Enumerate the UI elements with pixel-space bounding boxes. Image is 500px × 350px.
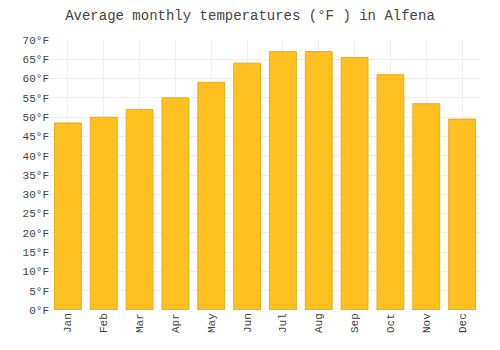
svg-text:5°F: 5°F <box>29 286 49 298</box>
svg-text:30°F: 30°F <box>23 189 49 201</box>
svg-text:Feb: Feb <box>98 313 110 333</box>
svg-text:Jan: Jan <box>62 313 74 333</box>
svg-text:70°F: 70°F <box>23 35 49 47</box>
svg-text:Oct: Oct <box>385 313 397 333</box>
svg-text:20°F: 20°F <box>23 228 49 240</box>
svg-text:45°F: 45°F <box>23 131 49 143</box>
svg-text:May: May <box>206 313 218 333</box>
svg-text:Average monthly temperatures (: Average monthly temperatures (°F ) in Al… <box>65 8 435 24</box>
svg-text:25°F: 25°F <box>23 208 49 220</box>
svg-text:Jul: Jul <box>277 313 289 333</box>
svg-text:15°F: 15°F <box>23 247 49 259</box>
svg-text:40°F: 40°F <box>23 151 49 163</box>
svg-text:Dec: Dec <box>457 313 469 333</box>
svg-text:0°F: 0°F <box>29 305 49 317</box>
svg-text:55°F: 55°F <box>23 93 49 105</box>
svg-text:60°F: 60°F <box>23 73 49 85</box>
svg-text:Aug: Aug <box>313 313 325 333</box>
svg-text:Apr: Apr <box>170 313 182 333</box>
svg-text:Sep: Sep <box>349 313 361 333</box>
svg-text:Jun: Jun <box>242 313 254 333</box>
svg-text:10°F: 10°F <box>23 266 49 278</box>
svg-text:Nov: Nov <box>421 313 433 333</box>
svg-text:50°F: 50°F <box>23 112 49 124</box>
svg-text:Mar: Mar <box>134 313 146 333</box>
svg-text:35°F: 35°F <box>23 170 49 182</box>
svg-text:65°F: 65°F <box>23 54 49 66</box>
